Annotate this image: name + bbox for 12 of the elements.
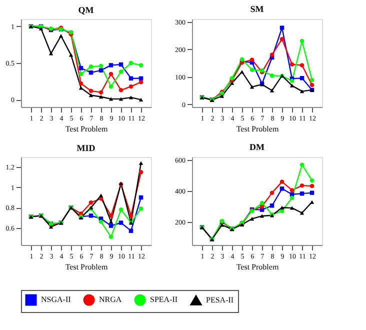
legend-label: PESA-II (206, 295, 234, 304)
chart-title: QM (78, 5, 94, 15)
legend-label: SPEA-II (150, 295, 178, 304)
x-axis-title: Test Problem (236, 124, 280, 134)
legend-label: NRGA (99, 295, 122, 304)
x-axis-title: Test Problem (65, 124, 108, 134)
chart-title: SM (250, 4, 264, 14)
x-axis-title: Test Problem (65, 262, 108, 272)
legend-label: NSGA-II (41, 295, 72, 304)
x-axis-title: Test Problem (236, 262, 280, 272)
chart-title: DM (250, 142, 265, 152)
chart-title: MID (76, 143, 96, 153)
